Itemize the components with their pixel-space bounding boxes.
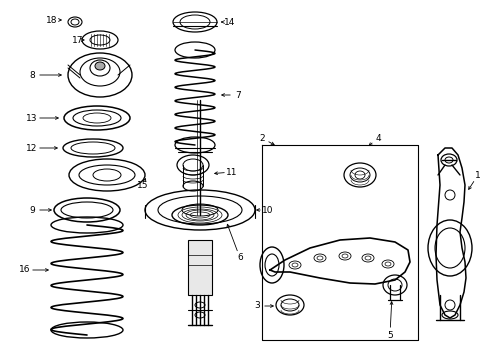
Text: 18: 18	[46, 15, 58, 24]
Text: 13: 13	[26, 113, 38, 122]
Text: 8: 8	[29, 71, 35, 80]
Bar	[187, 240, 212, 295]
Text: 17: 17	[72, 36, 83, 45]
Text: 15: 15	[137, 180, 148, 189]
Text: 9: 9	[29, 206, 35, 215]
Text: 16: 16	[19, 266, 31, 274]
Ellipse shape	[95, 62, 105, 70]
Text: 5: 5	[386, 330, 392, 339]
Text: 11: 11	[226, 167, 237, 176]
Text: 4: 4	[374, 134, 380, 143]
Text: 3: 3	[254, 302, 259, 310]
Text: 6: 6	[237, 253, 243, 262]
Text: 2: 2	[259, 134, 264, 143]
Text: 12: 12	[26, 144, 38, 153]
Text: 1: 1	[474, 171, 480, 180]
Text: 14: 14	[224, 18, 235, 27]
Text: 7: 7	[235, 90, 241, 99]
Text: 10: 10	[262, 206, 273, 215]
